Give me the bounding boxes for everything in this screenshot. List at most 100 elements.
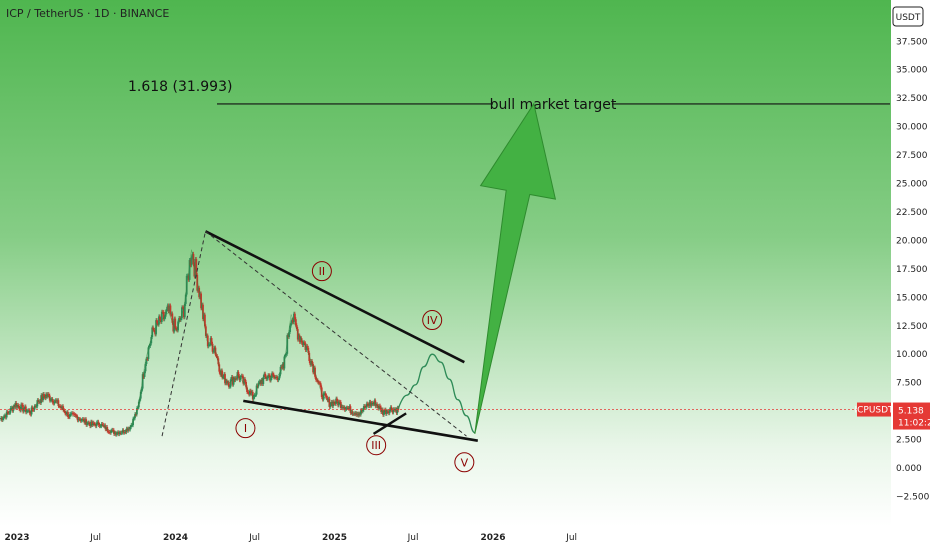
candle-body (375, 404, 378, 407)
candle-body (274, 376, 277, 378)
candle-body (261, 379, 264, 384)
candle-body (89, 423, 91, 427)
candle-body (170, 313, 173, 315)
candle-body (75, 415, 78, 417)
candle-body (135, 414, 137, 415)
candle-body (343, 407, 346, 410)
candle-body (373, 400, 376, 404)
candle-body (278, 374, 281, 379)
dashed-diagonal (205, 230, 467, 437)
candle-body (285, 353, 288, 356)
candle-body (131, 425, 134, 426)
candle-body (208, 344, 211, 346)
candle-body (334, 403, 337, 405)
candle-body (280, 366, 283, 368)
candle-body (48, 395, 51, 401)
y-tick-label: 25.000 (896, 180, 928, 190)
candle-body (165, 309, 168, 312)
candle-body (245, 381, 247, 388)
candle-body (384, 409, 387, 414)
candle-body (126, 428, 129, 431)
candle-body (388, 409, 391, 414)
candle-body (149, 343, 152, 346)
currency-button[interactable]: USDT (892, 6, 924, 27)
fib-level-label: 1.618 (31.993) (128, 79, 232, 95)
series-close-line (0, 249, 399, 434)
currency-label: USDT (896, 13, 921, 23)
candle-body (147, 347, 150, 360)
candle-body (355, 413, 358, 415)
candle-body (188, 259, 191, 280)
candle-body (377, 406, 380, 409)
candle-body (45, 394, 47, 399)
candle-body (238, 376, 241, 381)
candle-body (262, 377, 265, 384)
candle-body (302, 342, 305, 346)
price-badge-timer: 11:02:29 (898, 419, 932, 429)
candle-body (293, 313, 295, 323)
candle-body (250, 391, 253, 394)
candle-body (106, 427, 109, 431)
symbol-badge-label: ICPUSDT (854, 406, 894, 416)
candle-body (351, 411, 354, 414)
candle-body (256, 385, 259, 387)
candle-body (125, 428, 128, 433)
candle-body (112, 429, 114, 431)
candle-body (116, 432, 119, 434)
candle-body (216, 356, 219, 359)
candle-body (247, 392, 249, 393)
candle-body (317, 382, 320, 384)
candle-body (184, 294, 187, 304)
candle-body (33, 406, 36, 410)
projected-path (397, 353, 476, 434)
candle-body (73, 414, 76, 415)
candle-body (318, 382, 321, 384)
candle-body (235, 378, 238, 380)
candle-body (276, 378, 279, 381)
candle-body (329, 404, 332, 407)
x-tick-label: Jul (407, 533, 419, 543)
candle-body (361, 409, 364, 412)
candle-body (354, 413, 357, 415)
candle-body (51, 398, 54, 403)
candle-body (202, 304, 204, 320)
candle-body (231, 376, 234, 385)
candle-body (310, 361, 313, 365)
candle-body (204, 314, 206, 327)
candle-body (146, 358, 149, 360)
candle-body (86, 423, 89, 425)
candle-body (251, 391, 254, 400)
candle-body (157, 322, 159, 325)
candle-body (70, 413, 73, 414)
candle-body (379, 405, 382, 408)
candle-body (154, 330, 157, 335)
candle-body (171, 313, 174, 323)
candle-body (12, 406, 15, 411)
candle-body (267, 375, 270, 379)
candle-body (169, 305, 172, 315)
target-arrow (474, 102, 557, 435)
symbol-badge (857, 402, 891, 417)
candle-body (234, 378, 237, 381)
candle-body (50, 398, 53, 401)
price-badge (893, 402, 930, 430)
candle-body (49, 400, 52, 402)
wave-circle (311, 261, 332, 282)
wave-circle (454, 452, 475, 473)
candle-body (227, 382, 230, 387)
candle-body (356, 413, 359, 415)
price-badge-value: 5.138 (898, 407, 924, 417)
candle-body (209, 338, 212, 345)
candle-body (56, 400, 59, 402)
candle-body (308, 352, 311, 361)
x-tick-label: Jul (89, 533, 101, 543)
candle-body (31, 407, 34, 410)
candle-body (341, 406, 344, 409)
candle-body (396, 407, 399, 414)
candle-body (57, 400, 60, 407)
y-tick-label: 37.500 (896, 37, 928, 47)
candle-body (301, 342, 304, 346)
candle-body (148, 345, 151, 348)
candle-body (275, 376, 278, 379)
